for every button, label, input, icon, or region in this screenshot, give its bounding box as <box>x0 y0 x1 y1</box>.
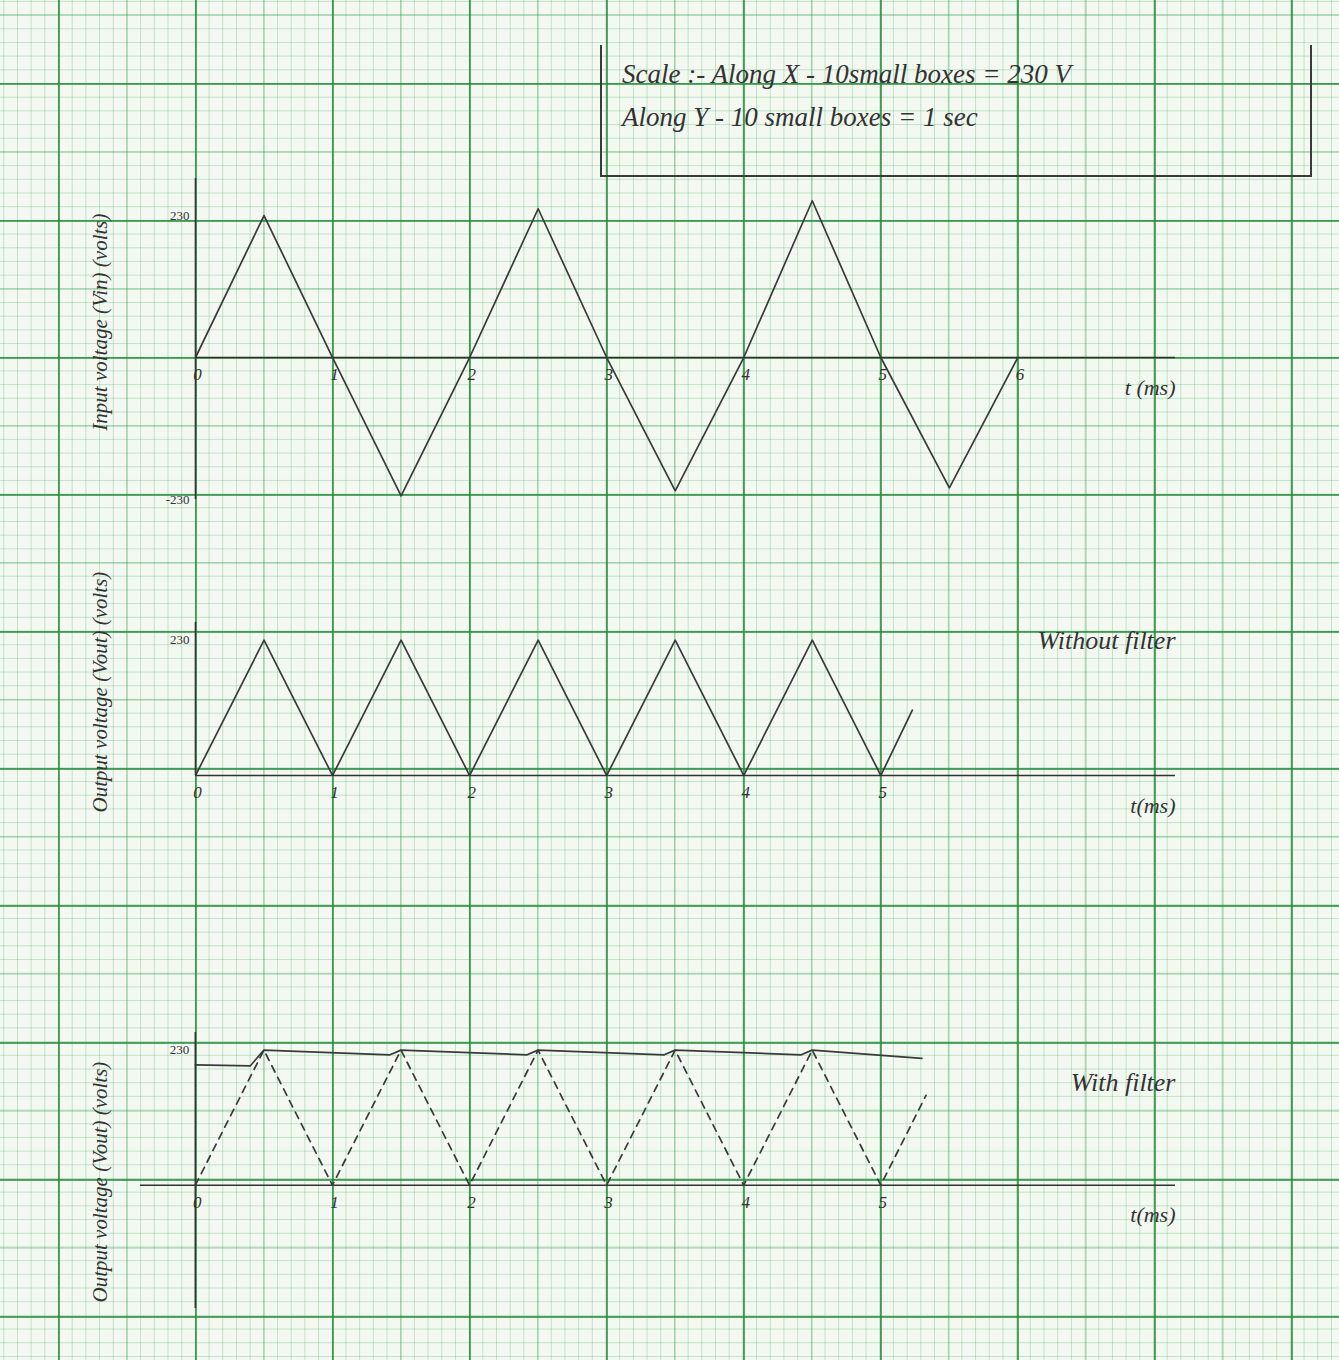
html-text:Input voltage (Vin) (volts): Input voltage (Vin) (volts) <box>87 213 112 431</box>
html-text:Scale :- Along X - 10small box: Scale :- Along X - 10small boxes = 230 V <box>622 59 1071 89</box>
svg-text:With filter: With filter <box>1071 1068 1177 1097</box>
svg-text:5: 5 <box>879 783 888 802</box>
svg-text:t(ms): t(ms) <box>1130 1202 1175 1227</box>
svg-text:4: 4 <box>742 783 751 802</box>
svg-text:2: 2 <box>467 783 476 802</box>
svg-text:230: 230 <box>170 208 190 223</box>
svg-text:1: 1 <box>330 783 339 802</box>
svg-text:6: 6 <box>1016 365 1025 384</box>
html-text:Output voltage (Vout) (volts): Output voltage (Vout) (volts) <box>87 571 112 813</box>
svg-text:1: 1 <box>330 365 339 384</box>
svg-text:t (ms): t (ms) <box>1125 375 1176 400</box>
svg-text:-230: -230 <box>166 492 190 507</box>
svg-text:1: 1 <box>330 1193 339 1212</box>
svg-text:4: 4 <box>741 1193 750 1212</box>
svg-text:5: 5 <box>879 365 888 384</box>
svg-text:t(ms): t(ms) <box>1130 793 1175 818</box>
svg-text:3: 3 <box>603 783 613 802</box>
html-text:Along Y - 10 small boxes = 1 s: Along Y - 10 small boxes = 1 sec <box>622 102 978 133</box>
svg-text:3: 3 <box>603 1193 613 1212</box>
svg-text:5: 5 <box>879 1193 888 1212</box>
svg-text:3: 3 <box>603 365 613 384</box>
svg-text:Without filter: Without filter <box>1038 626 1177 655</box>
html-text:Output voltage (Vout) (volts): Output voltage (Vout) (volts) <box>87 1061 112 1303</box>
svg-text:230: 230 <box>170 632 190 647</box>
svg-text:4: 4 <box>742 365 751 384</box>
svg-text:230: 230 <box>170 1042 190 1057</box>
svg-text:2: 2 <box>467 1193 476 1212</box>
svg-text:2: 2 <box>467 365 476 384</box>
svg-text:0: 0 <box>193 365 202 384</box>
svg-text:0: 0 <box>193 1193 202 1212</box>
svg-text:0: 0 <box>193 783 202 802</box>
